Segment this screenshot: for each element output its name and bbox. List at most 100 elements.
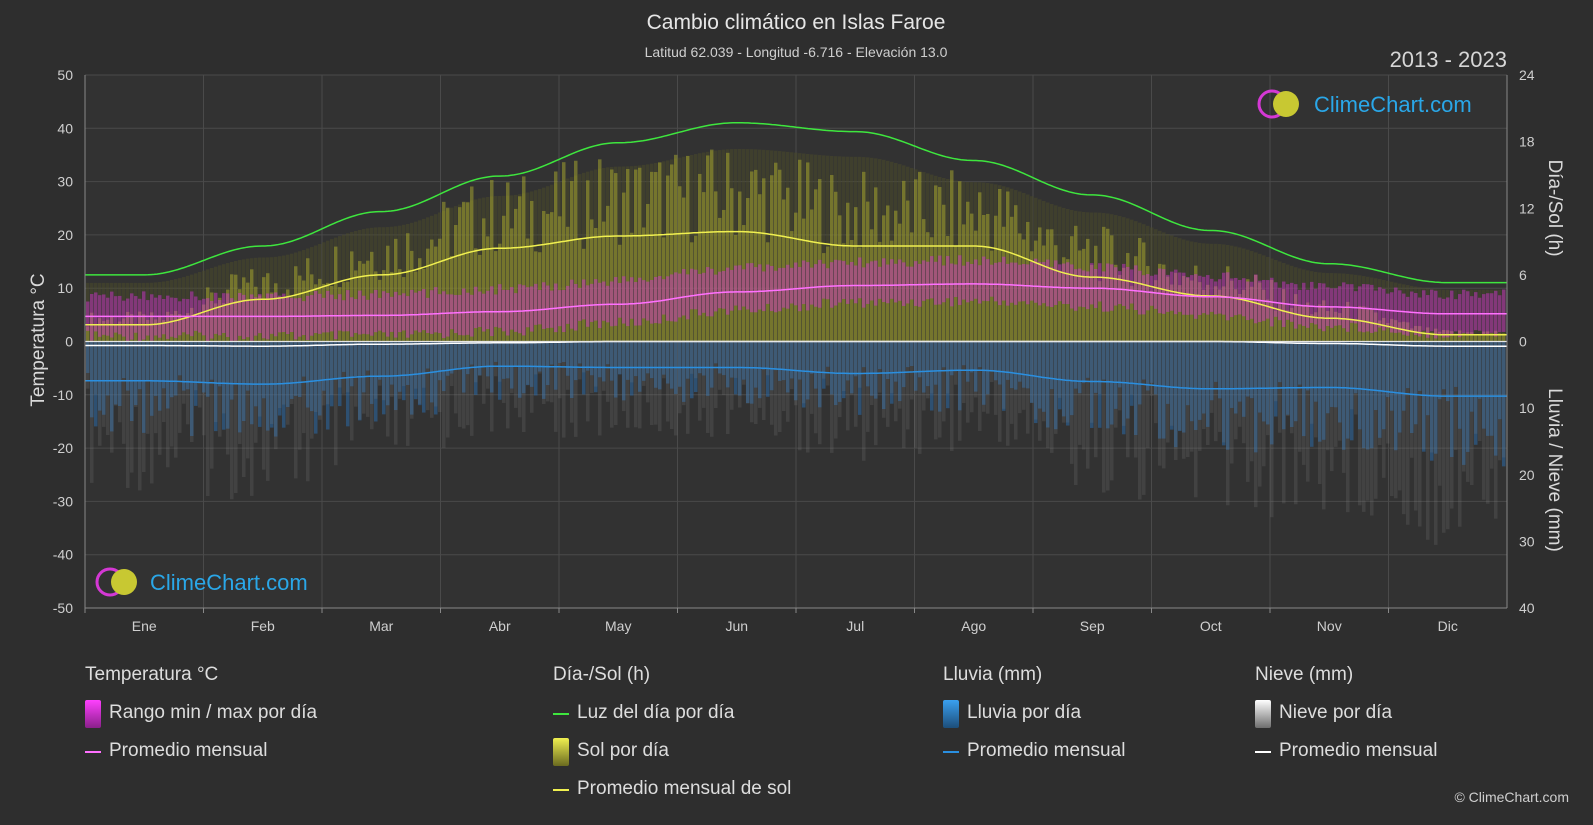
sunshine-bar: [526, 238, 530, 342]
daylight-bar: [1226, 244, 1230, 342]
rain-bar: [506, 341, 510, 379]
snow-bar: [1366, 341, 1370, 501]
snow-bar: [746, 341, 750, 404]
daylight-bar: [354, 230, 358, 342]
rain-bar: [422, 341, 426, 413]
sunshine-bar: [230, 274, 234, 342]
rain-bar: [1130, 341, 1134, 406]
temp-range-bar: [998, 262, 1002, 306]
daylight-bar: [1270, 258, 1274, 342]
snow-bar: [226, 341, 230, 455]
rain-bar: [778, 341, 782, 381]
daylight-bar: [318, 243, 322, 342]
sunshine-bar: [786, 187, 790, 342]
snow-bar: [1278, 341, 1282, 433]
rain-bar: [1286, 341, 1290, 415]
daylight-bar: [650, 163, 654, 342]
snow-bar: [610, 341, 614, 428]
temp-range-bar: [214, 292, 218, 334]
daylight-bar: [934, 175, 938, 342]
rain-bar: [1014, 341, 1018, 390]
rain-bar: [582, 341, 586, 395]
sunshine-bar: [654, 172, 658, 342]
sunshine-bar: [1378, 320, 1382, 342]
sunshine-bar: [810, 209, 814, 342]
rain-bar: [1298, 341, 1302, 385]
daylight-bar: [510, 195, 514, 342]
snow-bar: [422, 341, 426, 388]
daylight-bar: [458, 204, 462, 342]
temp-range-bar: [1202, 276, 1206, 314]
snow-bar: [326, 341, 330, 405]
sunshine-bar: [1266, 299, 1270, 342]
daylight-bar: [462, 203, 466, 342]
rain-bar: [246, 341, 250, 391]
temp-range-bar: [562, 289, 566, 333]
daylight-bar: [1058, 206, 1062, 342]
temp-range-bar: [758, 264, 762, 310]
rain-bar: [822, 341, 826, 389]
daylight-bar: [882, 159, 886, 342]
daylight-bar: [1014, 190, 1018, 342]
daylight-bar: [386, 227, 390, 342]
snow-bar: [518, 341, 522, 418]
snow-bar: [1374, 341, 1378, 499]
snow-bar: [222, 341, 226, 414]
daylight-bar: [446, 209, 450, 342]
rain-bar: [1422, 341, 1426, 452]
snow-bar: [1134, 341, 1138, 458]
rain-bar: [1502, 341, 1506, 467]
sunshine-bar: [782, 199, 786, 342]
rain-bar: [350, 341, 354, 387]
rain-bar: [374, 341, 378, 422]
daylight-bar: [202, 270, 206, 342]
temp-range-bar: [1422, 290, 1426, 331]
sunshine-bar: [802, 218, 806, 342]
snow-bar: [1102, 341, 1106, 493]
temp-range-bar: [426, 297, 430, 333]
rain-bar: [334, 341, 338, 380]
snow-bar: [1334, 341, 1338, 447]
snow-bar: [1150, 341, 1154, 396]
temp-range-bar: [866, 263, 870, 304]
sunshine-bar: [294, 266, 298, 342]
sunshine-bar: [762, 178, 766, 342]
daylight-bar: [674, 158, 678, 342]
snow-bar: [490, 341, 494, 432]
rain-bar: [678, 341, 682, 387]
snow-bar: [170, 341, 174, 447]
daylight-bar: [1218, 244, 1222, 342]
sunshine-bar: [118, 321, 122, 342]
copyright: © ClimeChart.com: [1454, 789, 1569, 805]
temp-range-bar: [1046, 259, 1050, 307]
right-axis-bottom-title: Lluvia / Nieve (mm): [1544, 388, 1565, 552]
daylight-bar: [778, 151, 782, 342]
sunshine-bar: [838, 215, 842, 342]
snow-bar: [454, 341, 458, 414]
snow-bar: [1386, 341, 1390, 444]
rain-bar: [858, 341, 862, 415]
temp-range-bar: [1434, 290, 1438, 339]
snow-bar: [918, 341, 922, 454]
snow-bar: [142, 341, 146, 473]
sunshine-bar: [1030, 251, 1034, 342]
daylight-bar: [646, 164, 650, 342]
rain-bar: [558, 341, 562, 363]
daylight-bar: [558, 181, 562, 342]
sunshine-bar: [1134, 256, 1138, 342]
sunshine-bar: [902, 180, 906, 342]
rain-bar: [1474, 341, 1478, 445]
sunshine-bar: [334, 246, 338, 342]
rain-bar: [1050, 341, 1054, 390]
rain-bar: [714, 341, 718, 364]
sunshine-bar: [86, 326, 90, 342]
temp-range-bar: [594, 279, 598, 321]
snow-bar: [1158, 341, 1162, 466]
sunshine-swatch: [553, 738, 569, 766]
snow-bar: [1282, 341, 1286, 504]
rain-bar: [1034, 341, 1038, 424]
snow-bar: [1398, 341, 1402, 491]
temp-range-bar: [934, 261, 938, 305]
snow-bar: [354, 341, 358, 407]
sunshine-bar: [1286, 310, 1290, 342]
